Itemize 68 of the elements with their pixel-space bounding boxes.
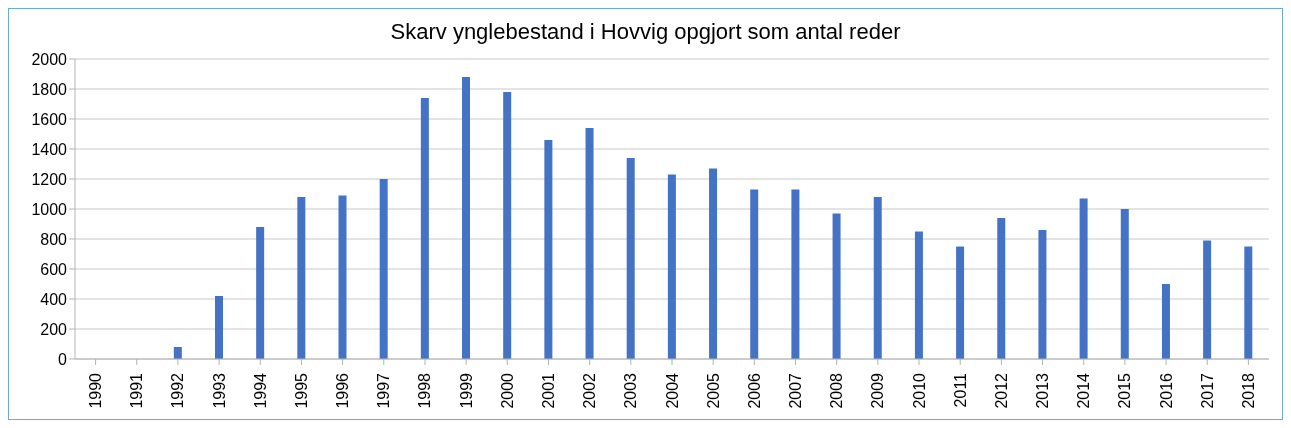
bar — [1161, 284, 1170, 359]
bar — [503, 92, 512, 359]
x-tick-label: 2017 — [1198, 372, 1216, 409]
y-tick-label: 200 — [40, 320, 68, 338]
x-tick-label: 2005 — [704, 372, 722, 409]
chart-title: Skarv ynglebestand i Hovvig opgjort som antal reder — [389, 18, 902, 46]
y-tick-label: 800 — [40, 230, 68, 248]
x-tick-label: 2014 — [1075, 372, 1093, 409]
x-tick-label: 1994 — [251, 372, 269, 409]
bar — [914, 231, 923, 359]
bar — [1079, 198, 1088, 359]
x-tick-label: 1993 — [210, 372, 228, 409]
bar — [544, 140, 553, 359]
bar — [873, 197, 882, 359]
x-tick-label: 2012 — [992, 372, 1010, 409]
bar — [297, 197, 306, 359]
x-tick-label: 1990 — [87, 372, 105, 409]
y-tick-label: 0 — [58, 350, 68, 368]
x-tick-label: 2018 — [1239, 372, 1257, 409]
x-tick-label: 1998 — [416, 372, 434, 409]
x-tick-label: 1995 — [292, 372, 310, 409]
x-tick-label: 1991 — [128, 372, 146, 409]
x-tick-label: 1999 — [457, 372, 475, 409]
bar — [420, 98, 429, 359]
bar — [750, 189, 759, 359]
x-tick-label: 1996 — [334, 372, 352, 409]
y-tick-label: 1200 — [31, 170, 68, 188]
bar — [214, 296, 223, 359]
bar — [462, 77, 471, 359]
x-tick-label: 1992 — [169, 372, 187, 409]
bar — [585, 128, 594, 359]
x-tick-label: 2006 — [745, 372, 763, 409]
x-tick-label: 2011 — [951, 372, 969, 408]
bar — [709, 168, 718, 359]
x-tick-label: 2010 — [910, 372, 928, 409]
x-tick-label: 2009 — [869, 372, 887, 409]
x-tick-label: 2000 — [498, 372, 516, 409]
bar — [1038, 230, 1047, 359]
bar — [791, 189, 800, 359]
y-tick-label: 600 — [40, 260, 68, 278]
y-tick-label: 400 — [40, 290, 68, 308]
y-tick-label: 2000 — [31, 50, 68, 68]
x-tick-label: 2015 — [1116, 372, 1134, 409]
bar — [379, 179, 388, 359]
y-tick-label: 1000 — [31, 200, 68, 218]
x-tick-label: 2004 — [663, 372, 681, 409]
x-tick-label: 1997 — [375, 372, 393, 409]
y-tick-label: 1600 — [31, 110, 68, 128]
bar — [997, 218, 1006, 359]
x-tick-label: 2001 — [539, 372, 557, 409]
x-tick-label: 2007 — [787, 372, 805, 409]
x-tick-label: 2002 — [581, 372, 599, 409]
bar — [1203, 240, 1212, 359]
bar — [1120, 209, 1129, 359]
bar — [256, 227, 265, 359]
bar — [667, 174, 676, 359]
bar — [173, 347, 182, 359]
y-tick-label: 1400 — [31, 140, 68, 158]
bar — [338, 195, 347, 359]
bar — [626, 158, 635, 359]
bar — [832, 213, 841, 359]
bar — [1244, 246, 1253, 359]
bar — [956, 246, 965, 359]
y-tick-label: 1800 — [31, 80, 68, 98]
x-tick-label: 2016 — [1157, 372, 1175, 409]
x-tick-label: 2008 — [828, 372, 846, 409]
x-tick-label: 2003 — [622, 372, 640, 409]
x-tick-label: 2013 — [1034, 372, 1052, 409]
